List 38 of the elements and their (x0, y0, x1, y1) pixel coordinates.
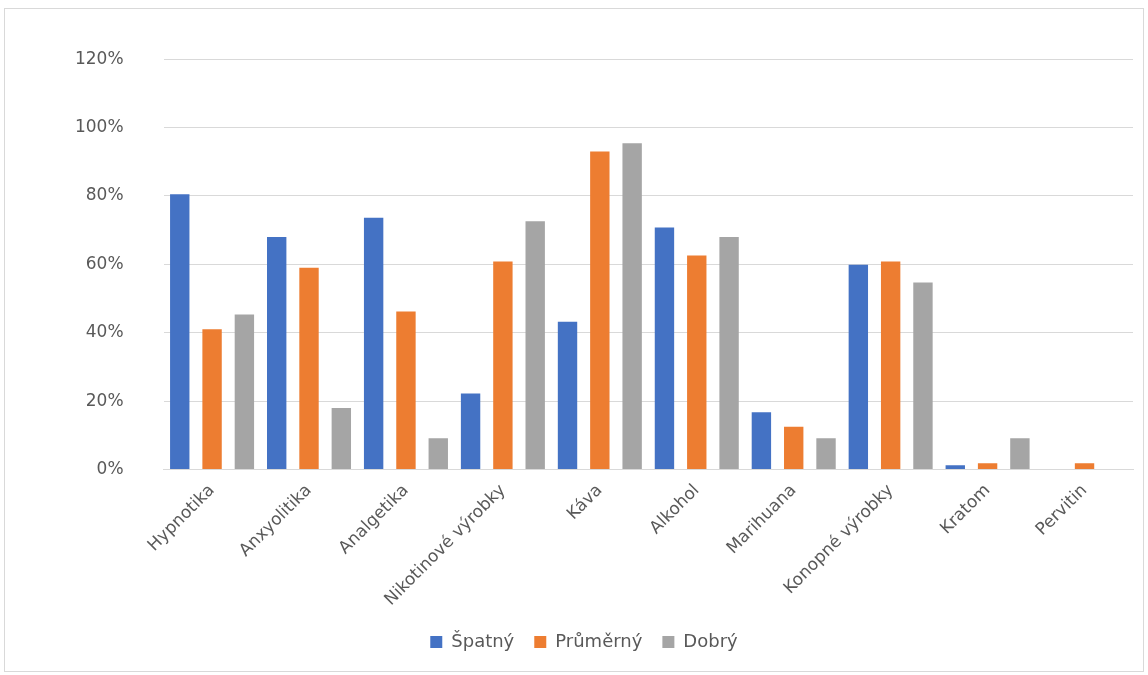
bar (1010, 438, 1030, 469)
bar (687, 255, 707, 469)
bar (977, 463, 998, 469)
bar (428, 438, 448, 469)
bar (848, 264, 869, 469)
bar (557, 321, 578, 469)
legend-label: Průměrný (555, 629, 643, 651)
bar (331, 407, 352, 469)
y-tick-label: 20% (85, 389, 124, 410)
y-tick-label: 100% (74, 116, 124, 136)
bar (654, 227, 675, 469)
bar (460, 393, 481, 469)
bar (267, 236, 287, 469)
bar (622, 143, 642, 469)
bar (234, 314, 255, 469)
legend-label: Špatný (451, 629, 515, 651)
bar (784, 426, 804, 469)
bar (880, 261, 901, 469)
bar (363, 217, 384, 469)
bar (493, 261, 513, 469)
y-tick-label: 60% (85, 252, 124, 273)
bar (945, 465, 965, 469)
bar (170, 194, 190, 469)
bar (719, 236, 739, 469)
y-tick-label: 80% (85, 184, 124, 205)
bar (525, 221, 545, 469)
y-tick-label: 40% (85, 321, 124, 342)
bar (396, 311, 416, 469)
bar (590, 151, 610, 469)
bar (1074, 463, 1095, 469)
y-tick-label: 0% (96, 457, 124, 478)
bar (816, 438, 836, 469)
bar (202, 329, 222, 469)
legend-label: Dobrý (683, 629, 739, 651)
y-tick-label: 120% (74, 47, 124, 68)
bar (299, 267, 319, 469)
bar (751, 412, 772, 469)
bar (913, 282, 933, 469)
